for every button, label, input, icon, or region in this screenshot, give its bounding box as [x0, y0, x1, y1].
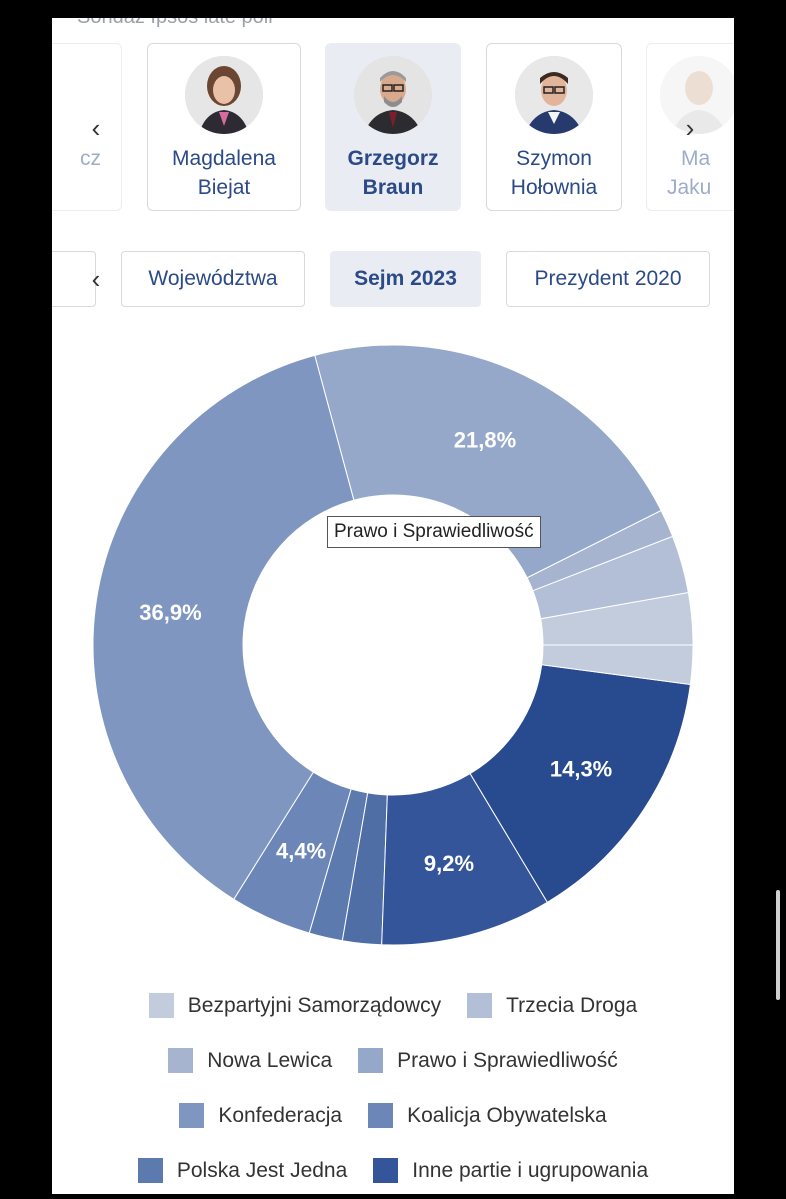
legend-swatch — [358, 1048, 384, 1073]
slice-value-label: 36,9% — [139, 600, 201, 625]
chart-tooltip: Prawo i Sprawiedliwość — [327, 516, 541, 548]
donut-chart: 21,8% 36,9% 4,4% 9,2% 14,3% — [92, 344, 694, 946]
legend-label: Trzecia Droga — [506, 993, 638, 1017]
legend-label: Prawo i Sprawiedliwość — [397, 1048, 618, 1072]
candidate-name-line2: Biejat — [197, 176, 251, 199]
legend-item[interactable]: Polska Jest Jedna — [137, 1158, 348, 1183]
chevron-left-icon[interactable]: ‹ — [91, 113, 101, 143]
candidate-name-line1: Magdalena — [172, 147, 276, 170]
candidate-photo — [354, 56, 432, 134]
tab-wojewodztwa[interactable]: Województwa — [121, 251, 305, 307]
candidate-name-line1: Grzegorz — [347, 147, 439, 170]
candidate-photo — [185, 56, 263, 134]
legend-swatch — [373, 1158, 399, 1183]
slice-value-label: 21,8% — [454, 428, 516, 453]
legend-swatch — [168, 1048, 194, 1073]
tab-previous-stub[interactable] — [52, 251, 96, 307]
legend-label: Polska Jest Jedna — [176, 1158, 348, 1182]
legend-label: Konfederacja — [218, 1103, 343, 1127]
legend-label: Bezpartyjni Samorządowcy — [187, 993, 442, 1017]
tab-prezydent-2020[interactable]: Prezydent 2020 — [506, 251, 710, 307]
candidate-name-line2: Braun — [362, 176, 424, 199]
legend-row: Polska Jest Jedna Inne partie i ugrupowa… — [52, 1143, 734, 1194]
legend-swatch — [179, 1103, 205, 1128]
legend-item[interactable]: Koalicja Obywatelska — [368, 1103, 607, 1128]
candidate-card-braun[interactable]: Grzegorz Braun — [325, 43, 461, 211]
scrollbar[interactable] — [776, 890, 780, 1000]
candidate-name-line1: Ma — [681, 147, 711, 170]
legend-swatch — [368, 1103, 394, 1128]
legend-row: Nowa Lewica Prawo i Sprawiedliwość — [52, 1033, 734, 1088]
chevron-left-icon[interactable]: ‹ — [91, 264, 101, 294]
candidate-photo — [660, 56, 734, 134]
donut-slice[interactable] — [92, 354, 355, 900]
legend-item[interactable]: Nowa Lewica — [168, 1048, 332, 1073]
candidate-name-line1: Szymon — [516, 147, 592, 170]
section-title: Sondaż Ipsos late poll — [77, 18, 273, 29]
legend-row: Bezpartyjni Samorządowcy Trzecia Droga — [52, 978, 734, 1033]
legend-item[interactable]: Bezpartyjni Samorządowcy — [148, 993, 442, 1018]
legend-item[interactable]: Inne partie i ugrupowania — [373, 1158, 648, 1183]
candidate-card-holownia[interactable]: Szymon Hołownia — [486, 43, 622, 211]
legend-item[interactable]: Prawo i Sprawiedliwość — [358, 1048, 618, 1073]
candidate-name-line2: cz — [80, 147, 101, 170]
results-panel: Sondaż Ipsos late poll cz ‹ Magdalena Bi… — [52, 18, 734, 1194]
legend-label: Inne partie i ugrupowania — [412, 1158, 649, 1182]
chevron-right-icon[interactable]: › — [685, 113, 695, 143]
candidate-card-4[interactable]: Ma Jaku — [646, 43, 734, 211]
legend-item[interactable]: Trzecia Droga — [467, 993, 637, 1018]
candidate-name-line2: Hołownia — [510, 176, 598, 199]
chart-legend: Bezpartyjni Samorządowcy Trzecia Droga N… — [52, 978, 734, 1194]
legend-row: Konfederacja Koalicja Obywatelska — [52, 1088, 734, 1143]
legend-label: Koalicja Obywatelska — [407, 1103, 607, 1127]
tab-sejm-2023[interactable]: Sejm 2023 — [330, 251, 481, 307]
legend-item[interactable]: Konfederacja — [179, 1103, 342, 1128]
donut-slice[interactable] — [469, 664, 691, 903]
candidate-card-0[interactable]: cz — [52, 43, 122, 211]
slice-value-label: 4,4% — [276, 838, 326, 863]
candidate-name-line2: Jaku — [667, 176, 712, 199]
candidate-photo — [515, 56, 593, 134]
donut-slice[interactable] — [541, 644, 694, 686]
candidate-card-biejat[interactable]: Magdalena Biejat — [147, 43, 301, 211]
legend-swatch — [467, 993, 493, 1018]
slice-value-label: 14,3% — [550, 757, 612, 782]
legend-swatch — [137, 1158, 163, 1183]
slice-value-label: 9,2% — [424, 851, 474, 876]
legend-label: Nowa Lewica — [207, 1048, 333, 1072]
legend-swatch — [148, 993, 174, 1018]
